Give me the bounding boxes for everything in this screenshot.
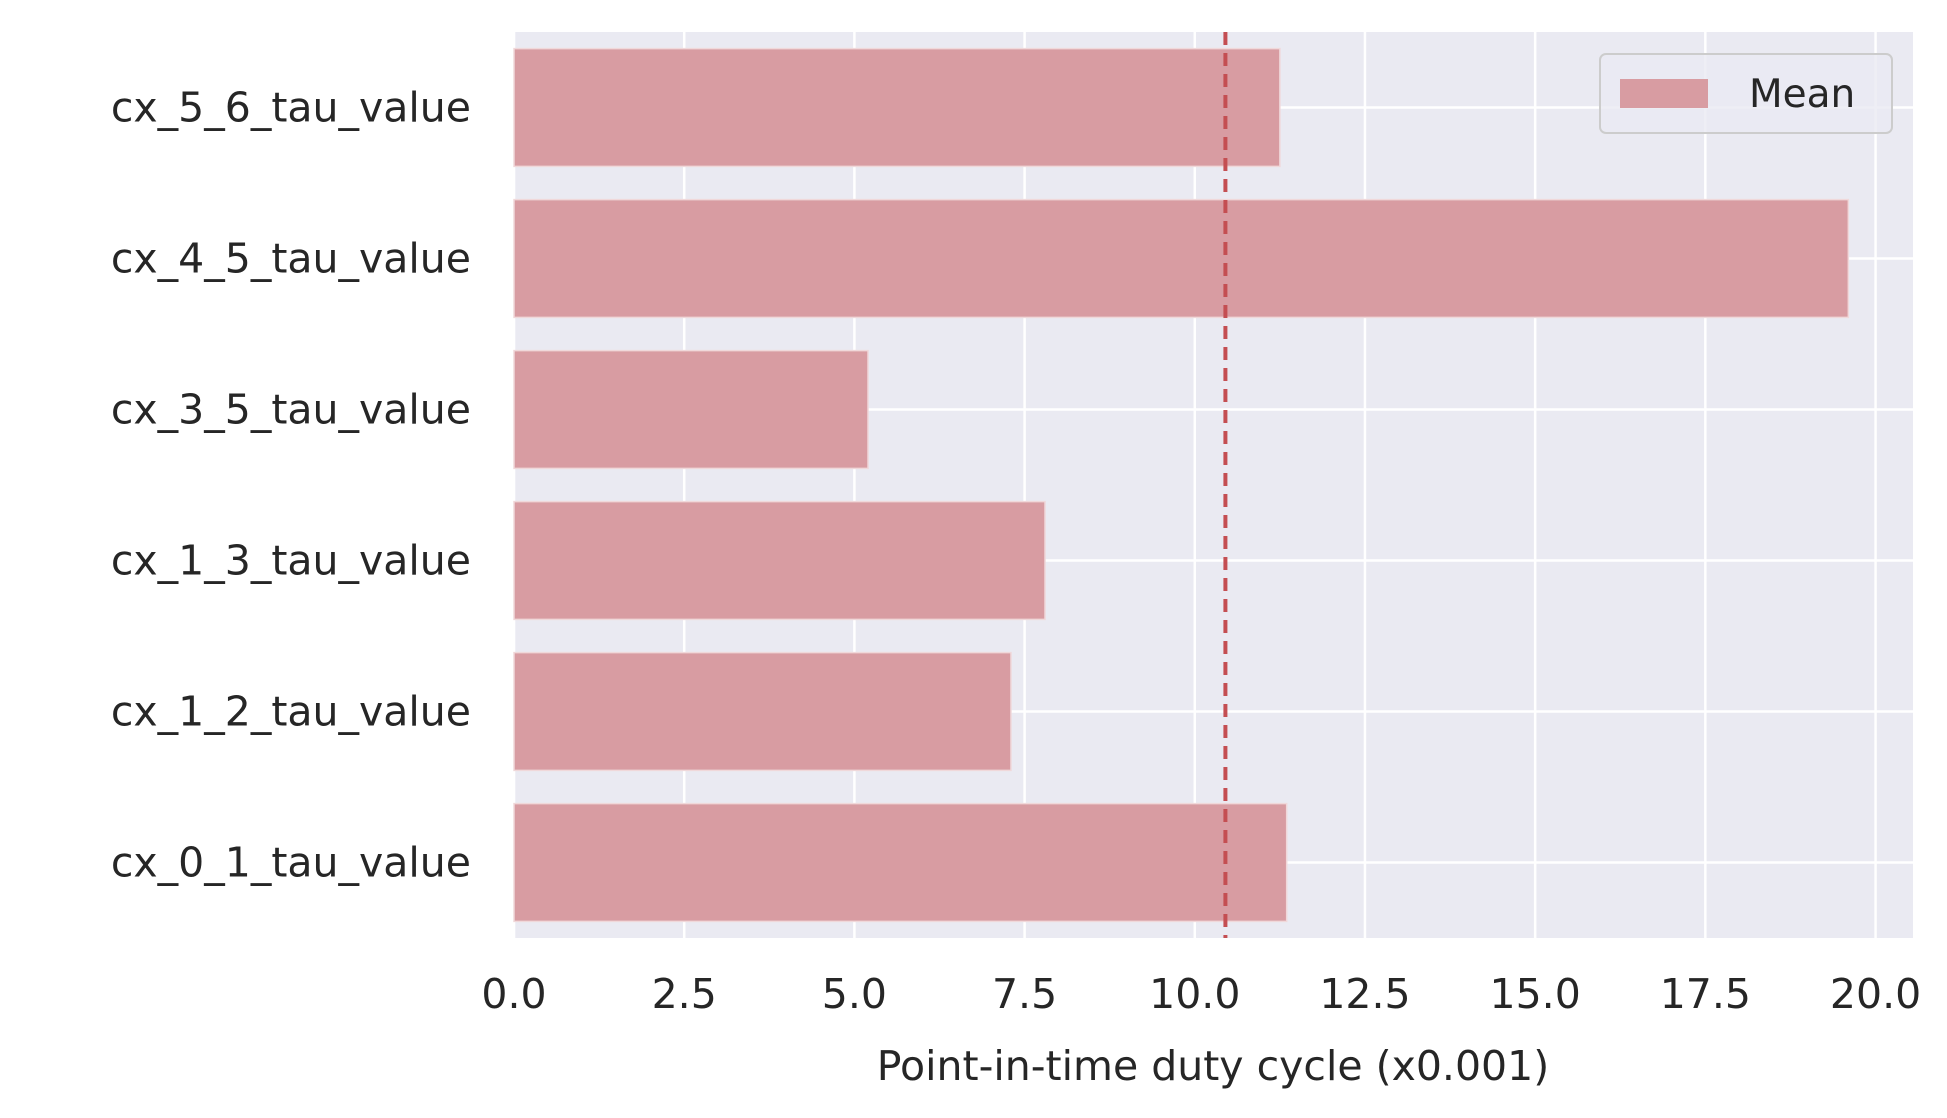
x-tick-label: 2.5 (652, 970, 717, 1018)
bar-cx_1_3_tau_value (513, 500, 1046, 621)
x-tick-label: 17.5 (1660, 970, 1751, 1018)
y-tick-labels: cx_0_1_tau_value cx_1_2_tau_value cx_1_3_t… (111, 84, 471, 887)
legend-frame (1599, 53, 1893, 134)
y-tick-label: cx_4_5_tau_value (111, 235, 471, 283)
bar-cx_3_5_tau_value (513, 349, 869, 470)
bars (513, 47, 1850, 923)
plot-area (514, 32, 1913, 938)
x-tick-label: 12.5 (1319, 970, 1410, 1018)
x-tick-label: 7.5 (992, 970, 1057, 1018)
y-tick-label: cx_3_5_tau_value (111, 386, 471, 434)
legend: Mean (1599, 53, 1893, 134)
y-tick-label: cx_1_2_tau_value (111, 688, 471, 736)
y-tick-label: cx_5_6_tau_value (111, 84, 471, 132)
x-tick-label: 15.0 (1490, 970, 1581, 1018)
bar-cx_1_2_tau_value (513, 651, 1012, 772)
bar-cx_0_1_tau_value (513, 802, 1288, 923)
x-tick-label: 20.0 (1830, 970, 1921, 1018)
bar-cx_4_5_tau_value (513, 198, 1850, 319)
x-axis-label: Point-in-time duty cycle (x0.001) (877, 1042, 1549, 1090)
legend-swatch (1620, 79, 1708, 108)
y-tick-label: cx_0_1_tau_value (111, 839, 471, 887)
x-tick-labels: 0.0 2.5 5.0 7.5 10.0 12.5 15.0 17.5 20.0 (481, 970, 1921, 1018)
legend-label-mean: Mean (1749, 72, 1855, 117)
y-tick-label: cx_1_3_tau_value (111, 537, 471, 585)
bar-cx_5_6_tau_value (513, 47, 1281, 168)
x-tick-label: 5.0 (822, 970, 887, 1018)
x-tick-label: 10.0 (1149, 970, 1240, 1018)
x-tick-label: 0.0 (481, 970, 546, 1018)
